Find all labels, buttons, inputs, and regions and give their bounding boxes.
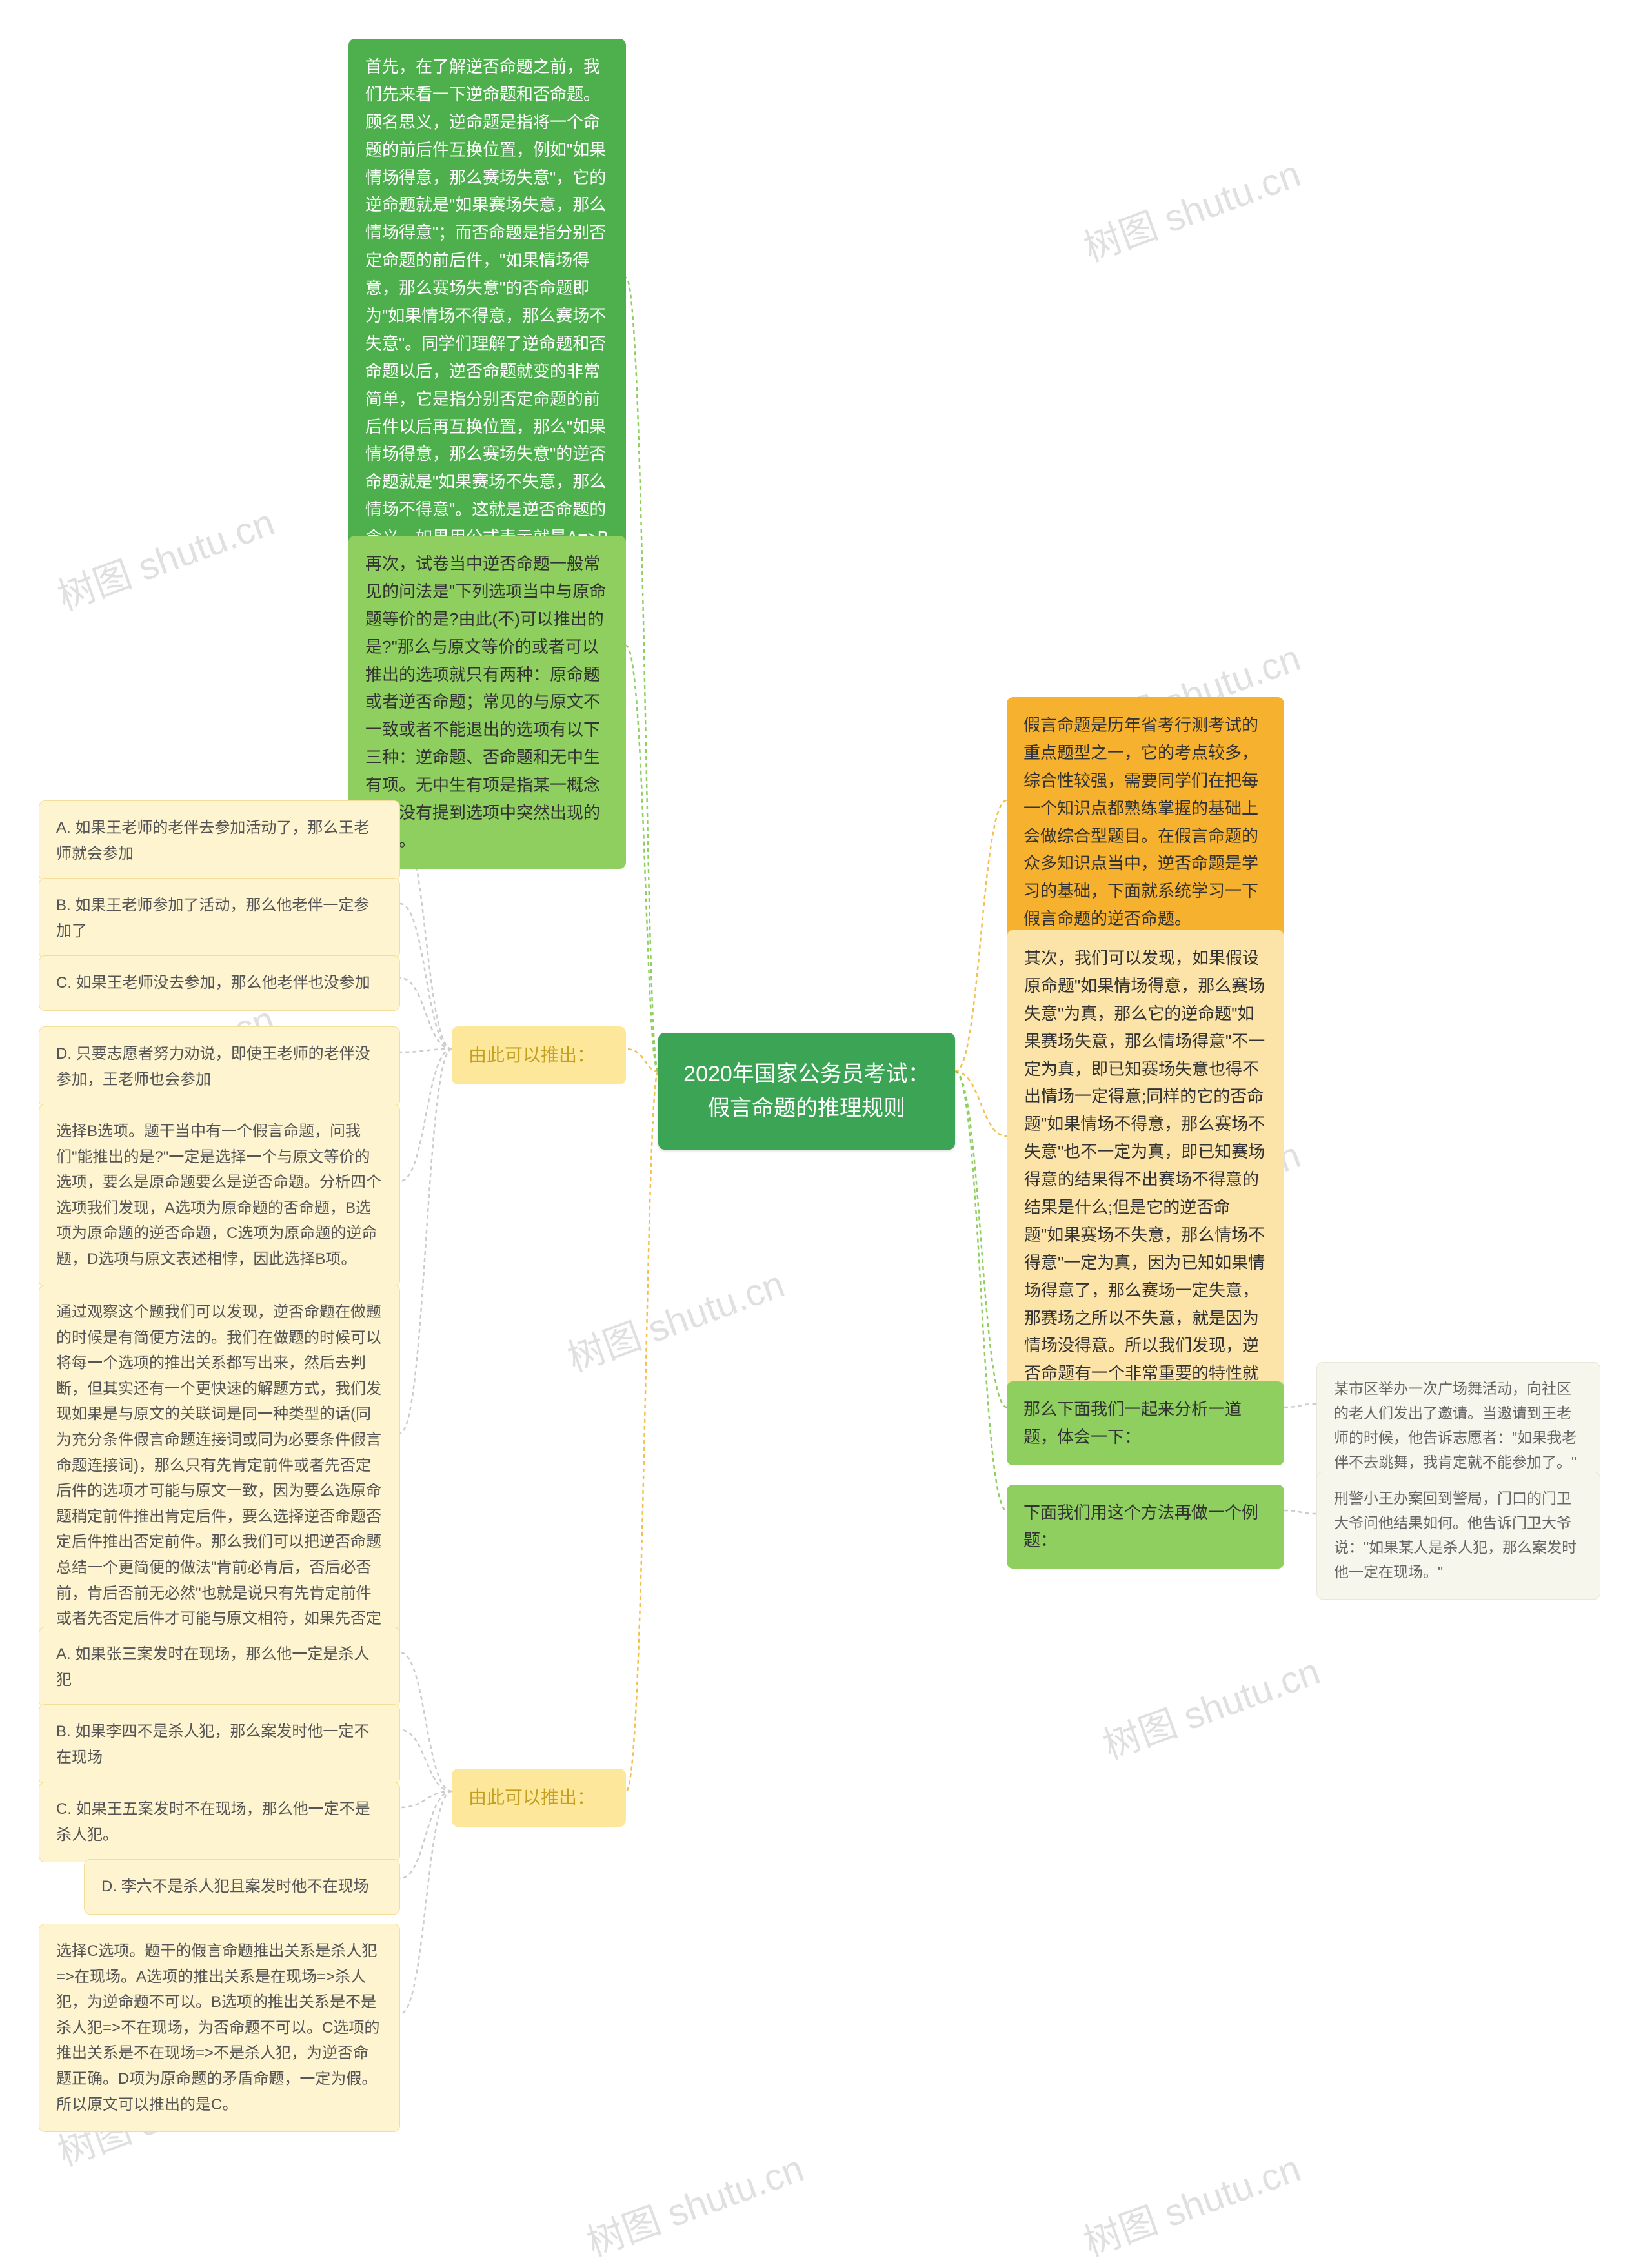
watermark: 树图 shutu.cn (578, 2138, 810, 2266)
right-q2-body: 刑警小王办案回到警局，门口的门卫大爷问他结果如何。他告诉门卫大爷说："如果某人是… (1316, 1472, 1600, 1600)
right-explain-2: 其次，我们可以发现，如果假设原命题"如果情场得意，那么赛场失意"为真，那么它的逆… (1007, 930, 1284, 1458)
watermark: 树图 shutu.cn (559, 1254, 791, 1382)
center-node: 2020年国家公务员考试： 假言命题的推理规则 (658, 1033, 955, 1150)
center-title-line1: 2020年国家公务员考试： (679, 1057, 934, 1092)
watermark: 树图 shutu.cn (1075, 143, 1307, 272)
left-explain-1: 首先，在了解逆否命题之前，我们先来看一下逆命题和否命题。顾名思义，逆命题是指将一… (348, 39, 626, 593)
left-set2-head: 由此可以推出： (452, 1769, 626, 1827)
watermark: 树图 shutu.cn (1094, 1641, 1326, 1769)
left-set2-answer: 选择C选项。题干的假言命题推出关系是杀人犯=>在现场。A选项的推出关系是在现场=… (39, 1924, 400, 2132)
right-explain-1: 假言命题是历年省考行测考试的重点题型之一，它的考点较多，综合性较强，需要同学们在… (1007, 697, 1284, 947)
left-set1-option-c: C. 如果王老师没去参加，那么他老伴也没参加 (39, 955, 400, 1011)
left-set1-answer: 选择B选项。题干当中有一个假言命题，问我们"能推出的是?"一定是选择一个与原文等… (39, 1104, 400, 1287)
right-q2-head: 下面我们用这个方法再做一个例题： (1007, 1485, 1284, 1569)
right-q1-body: 某市区举办一次广场舞活动，向社区的老人们发出了邀请。当邀请到王老师的时候，他告诉… (1316, 1362, 1600, 1490)
left-set1-note: 通过观察这个题我们可以发现，逆否命题在做题的时候是有简便方法的。我们在做题的时候… (39, 1285, 400, 1672)
left-set1-head: 由此可以推出： (452, 1026, 626, 1084)
center-title-line2: 假言命题的推理规则 (679, 1092, 934, 1126)
left-set2-option-d: D. 李六不是杀人犯且案发时他不在现场 (84, 1859, 400, 1915)
left-set2-option-b: B. 如果李四不是杀人犯，那么案发时他一定不在现场 (39, 1704, 400, 1785)
left-set1-option-d: D. 只要志愿者努力劝说，即使王老师的老伴没参加，王老师也会参加 (39, 1026, 400, 1107)
watermark: 树图 shutu.cn (1075, 2138, 1307, 2266)
left-set1-option-b: B. 如果王老师参加了活动，那么他老伴一定参加了 (39, 878, 400, 959)
watermark: 树图 shutu.cn (49, 492, 281, 620)
right-q1-head: 那么下面我们一起来分析一道题，体会一下： (1007, 1381, 1284, 1465)
left-set2-option-a: A. 如果张三案发时在现场，那么他一定是杀人犯 (39, 1627, 400, 1707)
left-set1-option-a: A. 如果王老师的老伴去参加活动了，那么王老师就会参加 (39, 800, 400, 881)
left-set2-option-c: C. 如果王五案发时不在现场，那么他一定不是杀人犯。 (39, 1782, 400, 1862)
